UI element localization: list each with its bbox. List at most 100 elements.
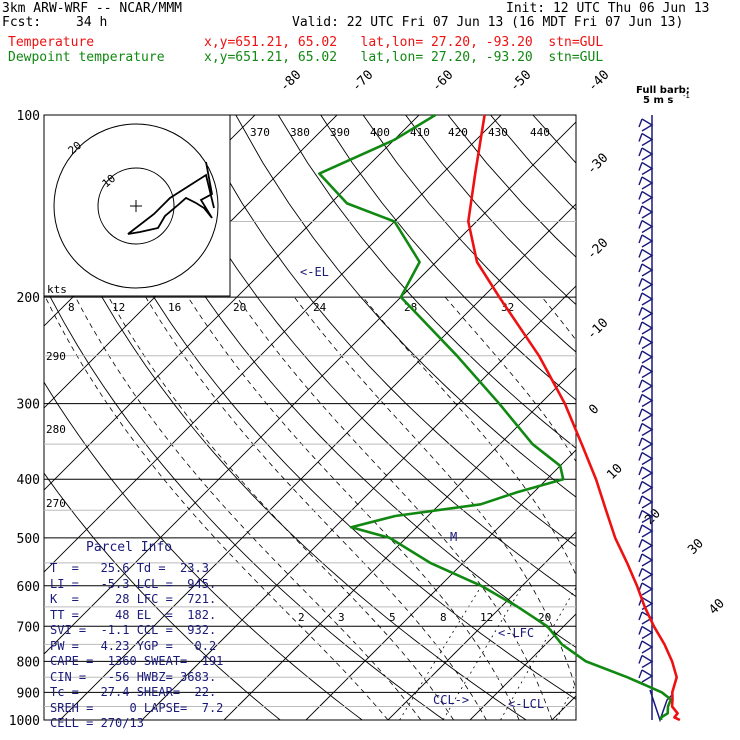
barb-legend-unit: 5 m s xyxy=(643,95,673,106)
ccl-marker: CCL-> xyxy=(433,693,469,707)
wind-barb-flag xyxy=(638,539,643,548)
isotherm-label: -20 xyxy=(584,236,611,263)
wind-barb xyxy=(641,248,654,263)
parcel-info-row: TT = 48 EL = 182. xyxy=(50,607,217,622)
wind-barb-flag xyxy=(638,495,643,505)
wind-barb-flag xyxy=(638,466,643,476)
wind-barb xyxy=(641,654,654,669)
wind-barb-flag xyxy=(638,524,643,534)
parcel-info-row: CIN = -56 HWBZ= 3683. xyxy=(50,669,217,684)
wind-barb-flag xyxy=(638,249,643,258)
init-time: Init: 12 UTC Thu 06 Jun 13 xyxy=(506,1,710,16)
pressure-label-600: 600 xyxy=(17,580,40,595)
wind-barb-flag xyxy=(638,176,643,186)
moist-adiabat xyxy=(145,296,487,720)
moist-adiabat xyxy=(647,297,719,720)
wind-barb-flag xyxy=(638,553,643,563)
wind-barb xyxy=(641,219,654,234)
theta-label: 420 xyxy=(448,126,468,139)
wind-barb xyxy=(641,582,654,596)
parcel-info-row: CELL = 270/13 xyxy=(50,716,144,730)
pressure-label-200: 200 xyxy=(17,291,40,306)
dry-adiabat xyxy=(193,115,576,547)
model-title: 3km ARW-WRF -- NCAR/MMM xyxy=(2,1,183,16)
theta-label: 270 xyxy=(46,497,66,510)
mixing-ratio-label: 12 xyxy=(480,611,493,624)
wind-barb xyxy=(641,190,654,205)
isotherm xyxy=(141,285,576,720)
hodograph-speed-tick: 24 xyxy=(313,301,327,314)
el-marker: <-EL xyxy=(300,265,329,279)
theta-label: 400 xyxy=(370,126,390,139)
theta-label: 370 xyxy=(250,126,270,139)
wind-barb xyxy=(641,132,654,147)
dry-adiabat xyxy=(235,115,576,498)
wind-barb xyxy=(641,538,654,553)
pressure-label-300: 300 xyxy=(17,398,40,413)
lfc-marker: <-LFC xyxy=(498,626,534,640)
moist-adiabat xyxy=(362,296,576,577)
wind-barb xyxy=(641,640,654,654)
lcl-marker: <-LCL xyxy=(508,697,544,711)
temperature-legend: Temperature xyxy=(8,35,95,50)
temperature-location: x,y=651.21, 65.02 lat,lon= 27.20, -93.20… xyxy=(204,35,604,50)
dry-adiabat xyxy=(405,115,576,306)
moist-adiabat xyxy=(187,296,520,720)
wind-barb-flag xyxy=(638,220,643,229)
wind-barb-flag xyxy=(638,147,643,157)
wind-barb-flag xyxy=(638,118,643,128)
dry-adiabat xyxy=(660,115,740,720)
parcel-info-row: SREH = 0 LAPSE= 7.2 xyxy=(50,700,224,715)
wind-barb xyxy=(641,335,654,350)
hodograph-ring-20 xyxy=(53,123,219,289)
hodograph: 20 10 kts xyxy=(43,114,231,297)
isotherm-label: 40 xyxy=(706,596,728,618)
dewpoint-location: x,y=651.21, 65.02 lat,lon= 27.20, -93.20… xyxy=(204,50,604,65)
parcel-info-row: LI = -5.3 LCL = 945. xyxy=(50,576,217,591)
wind-barb xyxy=(641,495,654,509)
isotherm-label: -10 xyxy=(584,316,611,343)
forecast-label: Fcst: xyxy=(2,15,42,30)
barb-legend-exponent: -1 xyxy=(683,92,690,100)
isotherm xyxy=(387,531,576,720)
hodograph-speed-tick: 12 xyxy=(112,301,125,314)
parcel-info-row: K = 28 LFC = 721. xyxy=(50,592,217,606)
wind-barb xyxy=(641,466,654,480)
pressure-label-800: 800 xyxy=(17,655,40,670)
theta-label: 390 xyxy=(330,126,350,139)
moist-adiabat xyxy=(236,296,553,720)
hodograph-ring-10 xyxy=(97,167,175,245)
parcel-info-row: T = 25.6 Td = 23.3 xyxy=(50,561,209,575)
hodograph-speed-tick: 8 xyxy=(68,301,75,314)
wind-barb-flag xyxy=(638,336,643,345)
isotherm-label: -60 xyxy=(429,68,456,95)
wind-barb-flag xyxy=(638,133,643,142)
wind-barb-flag xyxy=(638,263,643,273)
wind-barb-flag xyxy=(638,626,643,635)
mixing-ratio-label: 3 xyxy=(338,611,345,624)
wind-barb xyxy=(641,524,654,538)
isotherm xyxy=(0,115,9,720)
wind-barb-flag xyxy=(638,437,643,447)
wind-barb xyxy=(641,408,654,422)
pressure-label-1000: 1000 xyxy=(9,714,40,729)
hodograph-trace xyxy=(127,161,215,235)
hodograph-speed-tick: 16 xyxy=(168,301,181,314)
dry-adiabat xyxy=(703,115,740,720)
wind-barb-flag xyxy=(638,423,643,432)
wind-barb-flag xyxy=(638,408,643,418)
pressure-label-500: 500 xyxy=(17,532,40,547)
forecast-hour: 34 h xyxy=(76,15,108,30)
wind-barb xyxy=(641,292,654,306)
wind-barb xyxy=(641,451,654,466)
wind-barb xyxy=(641,567,654,582)
wind-barb xyxy=(641,161,654,176)
isotherm-label: 30 xyxy=(685,536,707,558)
theta-label: 380 xyxy=(290,126,310,139)
hodograph-kts-label: kts xyxy=(47,283,67,296)
isotherm-label: -50 xyxy=(507,68,534,95)
wind-barb-flag xyxy=(638,365,643,374)
wind-barb-flag xyxy=(638,611,643,621)
